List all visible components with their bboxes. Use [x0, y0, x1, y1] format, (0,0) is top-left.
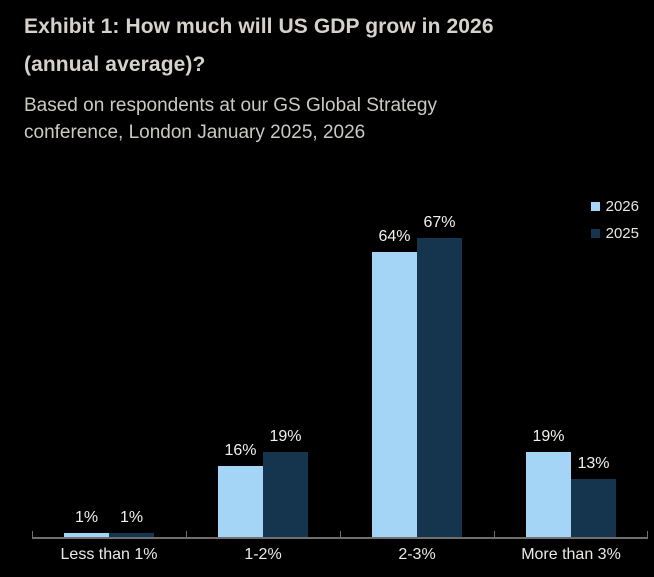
x-axis-layer: Less than 1% 1-2% 2-3% More than 3%	[32, 531, 648, 577]
chart-legend: 2026 2025	[590, 198, 639, 252]
plot-area: 1% 1% 16% 19% 64% 67% 19% 13%	[32, 0, 648, 539]
bar-2025-less-than-1-	[109, 533, 154, 537]
bar-value-label-2025-0: 1%	[119, 509, 144, 526]
bar-2026-less-than-1-	[64, 533, 109, 537]
bar-value-label-2026-0: 1%	[74, 509, 99, 526]
chart-title-line-2: (annual average)?	[24, 53, 206, 76]
bar-value-label-2025-2: 67%	[423, 214, 456, 231]
bar-2025-1-2-	[263, 452, 308, 537]
legend-label-2025: 2025	[605, 225, 639, 242]
bar-2025-2-3-	[417, 238, 462, 537]
x-axis-tick-4	[647, 531, 648, 539]
x-axis-label-2: 2-3%	[398, 546, 436, 563]
bar-value-label-2025-3: 13%	[577, 455, 610, 472]
bar-2025-more-than-3-	[571, 479, 616, 537]
x-axis-label-0: Less than 1%	[60, 546, 158, 563]
x-axis-tick-1	[186, 531, 187, 539]
x-axis-tick-2	[340, 531, 341, 539]
bar-2026-1-2-	[218, 466, 263, 537]
x-axis-tick-3	[494, 531, 495, 539]
chart-subtitle: Based on respondents at our GS Global St…	[24, 95, 437, 143]
legend-item-2025: 2025	[590, 225, 639, 242]
bar-value-label-2026-2: 64%	[378, 228, 411, 245]
x-axis-label-3: More than 3%	[521, 546, 621, 563]
bar-value-label-2025-1: 19%	[269, 428, 302, 445]
bar-2026-2-3-	[372, 252, 417, 537]
bar-value-label-2026-3: 19%	[532, 428, 565, 445]
legend-label-2026: 2026	[605, 198, 639, 215]
legend-swatch-icon-2026	[590, 202, 600, 211]
x-axis-label-1: 1-2%	[244, 546, 282, 563]
legend-swatch-icon-2025	[590, 229, 600, 238]
chart-header: Exhibit 1: How much will US GDP grow in …	[24, 16, 624, 146]
bar-2026-more-than-3-	[526, 452, 571, 537]
legend-item-2026: 2026	[590, 198, 639, 215]
x-axis-tick-0	[32, 531, 33, 539]
chart-title-line-1: Exhibit 1: How much will US GDP grow in …	[24, 15, 494, 38]
bar-value-label-2026-1: 16%	[224, 442, 257, 459]
